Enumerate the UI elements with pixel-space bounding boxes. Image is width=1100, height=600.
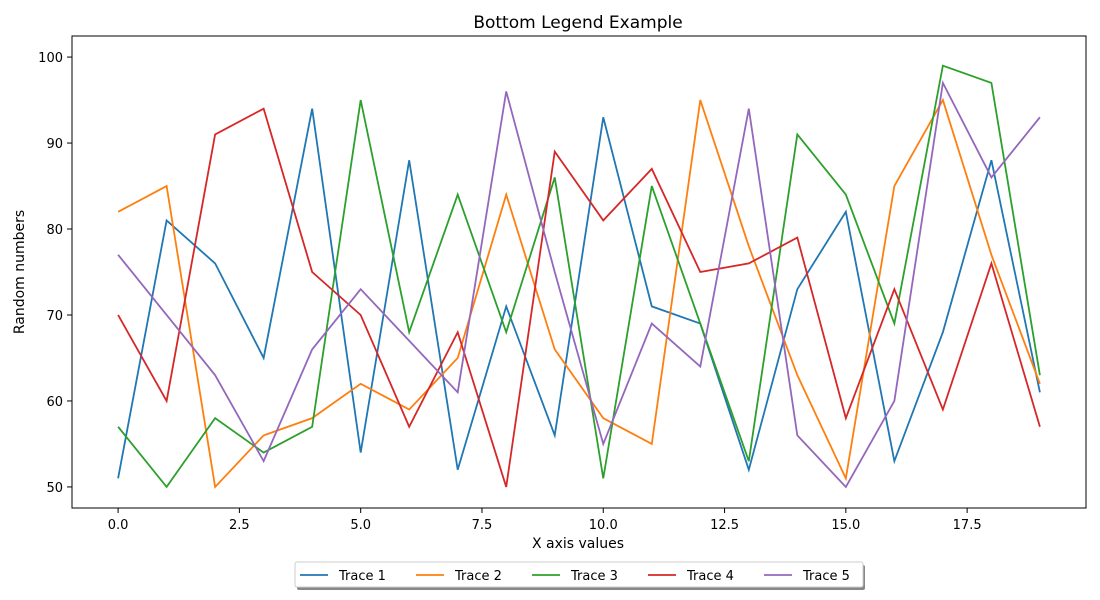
legend-label-trace-2: Trace 2 bbox=[454, 569, 502, 584]
y-tick-label: 50 bbox=[46, 481, 63, 496]
series-line-trace-2 bbox=[117, 97, 1041, 489]
series-layer bbox=[117, 64, 1041, 489]
legend-box bbox=[294, 561, 864, 588]
x-tick-label: 0.0 bbox=[108, 518, 129, 533]
x-tick-label: 17.5 bbox=[953, 518, 982, 533]
legend-label-trace-1: Trace 1 bbox=[338, 569, 386, 584]
legend-label-trace-3: Trace 3 bbox=[570, 569, 618, 584]
y-tick-label: 60 bbox=[46, 395, 63, 410]
series-line-trace-3 bbox=[117, 64, 1041, 489]
y-tick-label: 70 bbox=[46, 309, 63, 324]
x-tick-label: 2.5 bbox=[229, 518, 250, 533]
y-axis-ticks: 50 60 70 80 90 100 bbox=[38, 51, 72, 496]
chart-title: Bottom Legend Example bbox=[473, 13, 682, 33]
legend-items: Trace 1 Trace 2 Trace 3 Trace 4 Trace 5 bbox=[300, 569, 850, 584]
legend-label-trace-5: Trace 5 bbox=[802, 569, 850, 584]
legend-label-trace-4: Trace 4 bbox=[686, 569, 734, 584]
y-axis-title: Random numbers bbox=[12, 210, 28, 334]
x-tick-label: 10.0 bbox=[589, 518, 618, 533]
x-tick-label: 12.5 bbox=[710, 518, 739, 533]
legend: Trace 1 Trace 2 Trace 3 Trace 4 Trace 5 bbox=[294, 561, 865, 590]
series-line-trace-4 bbox=[117, 107, 1041, 488]
x-axis-ticks: 0.0 2.5 5.0 7.5 10.0 12.5 15.0 17.5 bbox=[108, 508, 982, 533]
x-axis-title: X axis values bbox=[532, 536, 624, 552]
x-tick-label: 15.0 bbox=[831, 518, 860, 533]
y-tick-label: 100 bbox=[38, 51, 63, 66]
y-tick-label: 90 bbox=[46, 137, 63, 152]
y-tick-label: 80 bbox=[46, 223, 63, 238]
x-tick-label: 5.0 bbox=[350, 518, 371, 533]
x-tick-label: 7.5 bbox=[472, 518, 493, 533]
series-line-trace-5 bbox=[117, 79, 1041, 489]
series-line-trace-1 bbox=[117, 108, 1041, 479]
